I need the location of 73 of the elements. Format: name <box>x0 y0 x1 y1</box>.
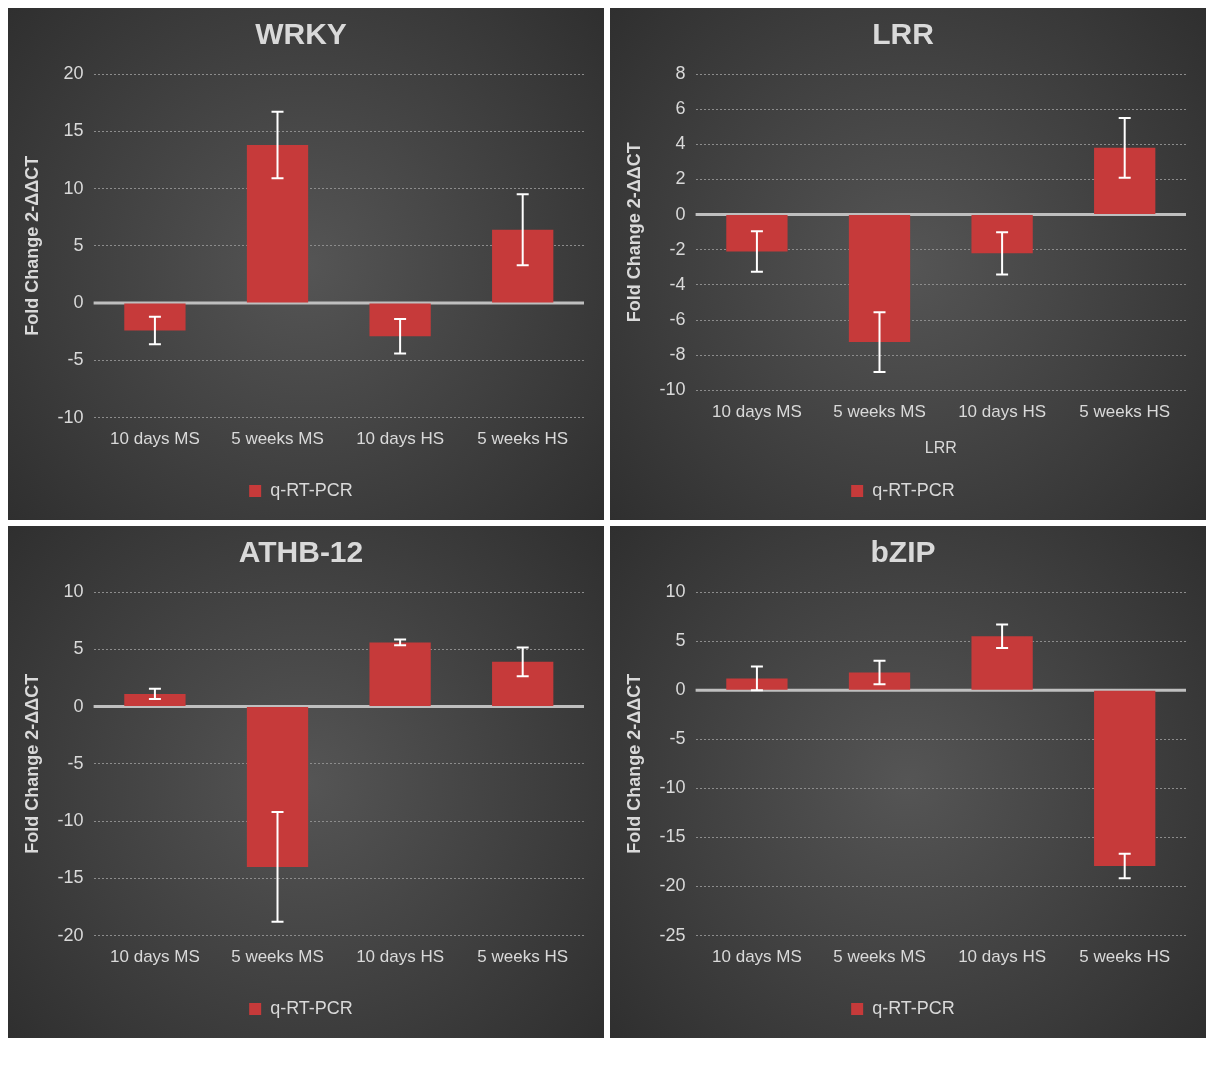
x-tick-label: 10 days MS <box>110 429 200 449</box>
chart-title: LRR <box>872 17 935 51</box>
bar <box>124 303 186 331</box>
y-tick-label: 5 <box>73 638 84 659</box>
x-tick-label: 5 weeks HS <box>477 947 569 967</box>
y-tick-label: -10 <box>659 379 686 400</box>
y-tick-label: 4 <box>675 133 686 154</box>
x-tick-label: 5 weeks HS <box>477 429 569 449</box>
legend-label: q-RT-PCR <box>872 479 955 500</box>
y-tick-label: -2 <box>669 238 686 259</box>
y-tick-label: -20 <box>57 924 84 945</box>
y-tick-label: 10 <box>63 177 84 198</box>
y-tick-label: -5 <box>669 728 686 749</box>
y-axis-title: Fold Change 2-ΔΔCT <box>21 155 42 336</box>
bar <box>1094 690 1156 866</box>
legend-label: q-RT-PCR <box>270 997 353 1018</box>
y-tick-label: -10 <box>659 777 686 798</box>
x-tick-label: 10 days MS <box>712 947 802 967</box>
x-tick-label: 5 weeks MS <box>833 402 926 422</box>
y-tick-label: 15 <box>63 120 84 141</box>
x-tick-label: 5 weeks HS <box>1079 402 1171 422</box>
y-axis-title: Fold Change 2-ΔΔCT <box>21 673 42 854</box>
y-tick-label: 0 <box>675 203 686 224</box>
x-tick-label: 5 weeks MS <box>231 947 324 967</box>
bar <box>492 661 554 707</box>
y-tick-label: -4 <box>669 273 686 294</box>
y-tick-label: -10 <box>57 810 84 831</box>
bar <box>971 636 1033 690</box>
x-tick-label: 10 days MS <box>110 947 200 967</box>
y-tick-label: -6 <box>669 309 686 330</box>
chart-title: ATHB-12 <box>238 535 364 569</box>
x-tick-label: 5 weeks MS <box>231 429 324 449</box>
y-axis-title: Fold Change 2-ΔΔCT <box>623 142 644 323</box>
bar <box>726 678 788 690</box>
chart-title: WRKY <box>255 17 347 51</box>
y-tick-label: 0 <box>675 679 686 700</box>
bar <box>492 229 554 303</box>
chart-title: bZIP <box>870 535 936 569</box>
y-tick-label: 6 <box>675 98 686 119</box>
y-tick-label: 10 <box>63 580 84 601</box>
y-tick-label: -20 <box>659 875 686 896</box>
y-tick-label: -8 <box>669 344 686 365</box>
y-tick-label: 5 <box>675 630 686 651</box>
x-tick-label: 10 days HS <box>958 947 1047 967</box>
x-tick-label: 5 weeks HS <box>1079 947 1171 967</box>
y-tick-label: -10 <box>57 406 84 427</box>
y-tick-label: -15 <box>57 867 84 888</box>
bar <box>246 707 309 867</box>
y-tick-label: 20 <box>63 62 84 83</box>
y-tick-label: 10 <box>665 580 686 601</box>
y-tick-label: -5 <box>67 752 84 773</box>
legend-label: q-RT-PCR <box>872 997 955 1018</box>
y-tick-label: 0 <box>73 695 84 716</box>
x-tick-label: 10 days HS <box>356 947 445 967</box>
x-tick-label: 10 days HS <box>356 429 445 449</box>
bar <box>369 303 431 337</box>
bar <box>848 672 911 690</box>
bar <box>124 693 186 707</box>
y-axis-title: Fold Change 2-ΔΔCT <box>623 673 644 854</box>
y-tick-label: 2 <box>675 168 686 189</box>
legend-label: q-RT-PCR <box>270 479 353 500</box>
y-tick-label: -25 <box>659 924 686 945</box>
bar <box>369 642 431 707</box>
y-tick-label: 0 <box>73 292 84 313</box>
x-tick-label: 10 days MS <box>712 402 802 422</box>
x-tick-label: 5 weeks MS <box>833 947 926 967</box>
bar <box>246 145 309 303</box>
x-tick-label: 10 days HS <box>958 402 1047 422</box>
y-tick-label: 5 <box>73 234 84 255</box>
y-tick-label: -15 <box>659 826 686 847</box>
y-tick-label: -5 <box>67 349 84 370</box>
y-tick-label: 8 <box>675 62 686 83</box>
x-axis-title: LRR <box>924 438 957 456</box>
